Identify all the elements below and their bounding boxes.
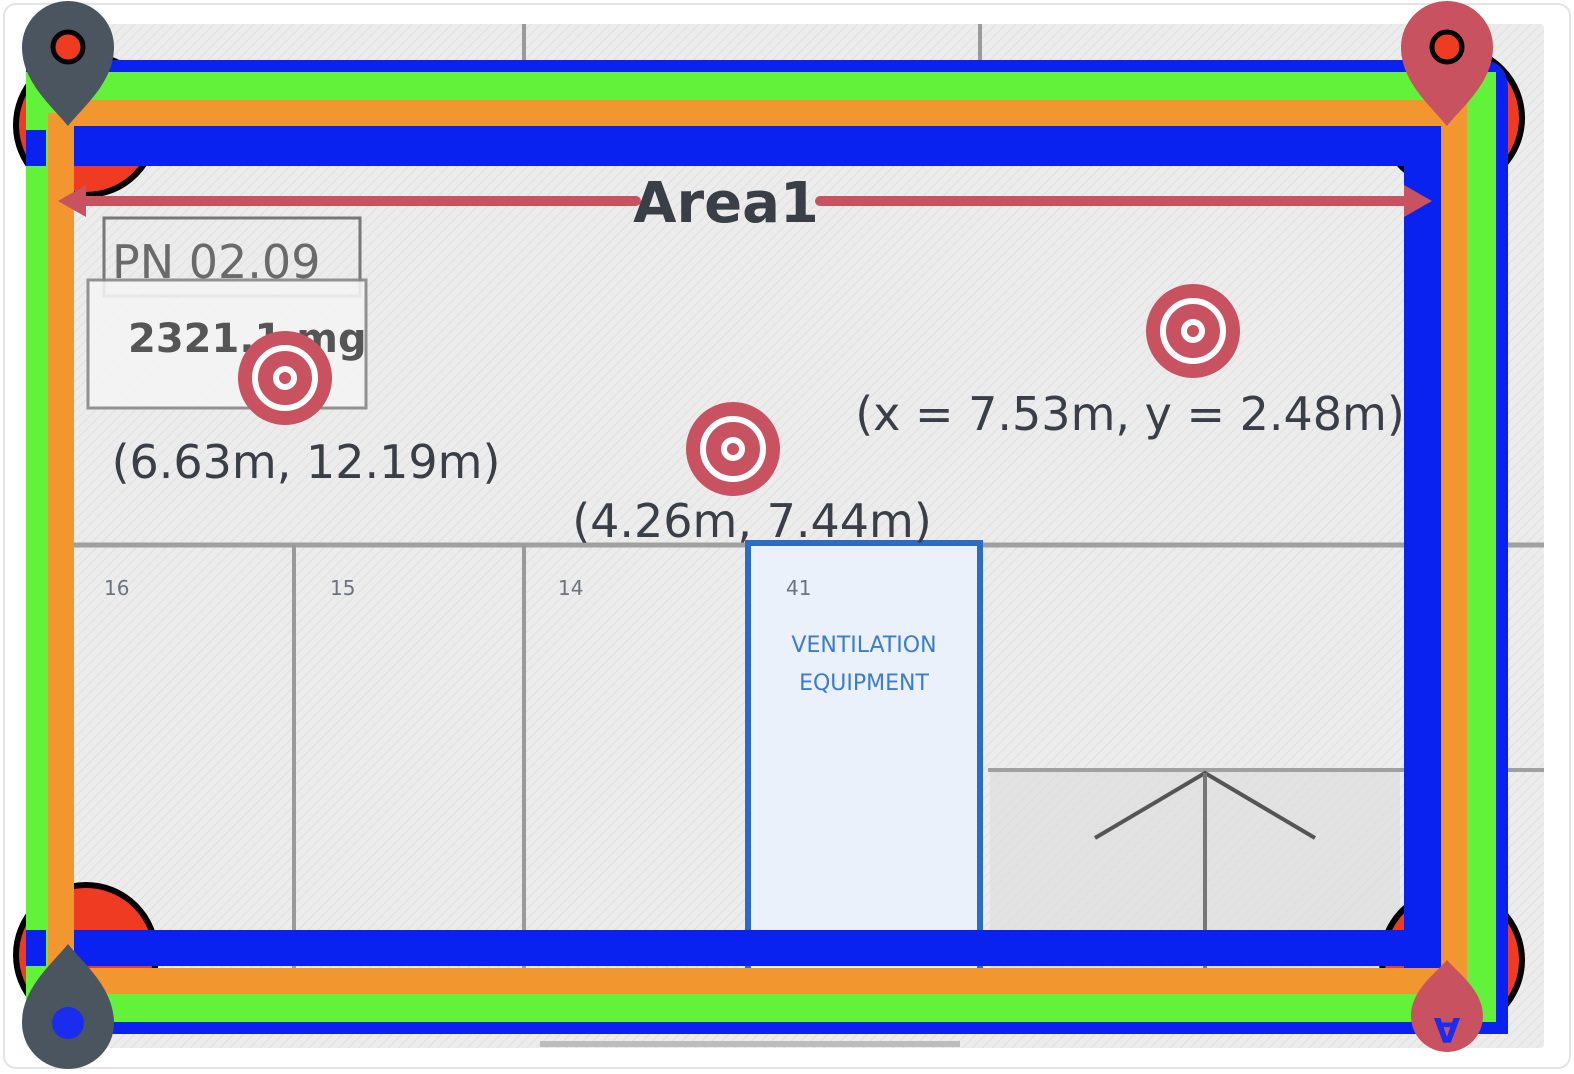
bay-label: 14 [558,576,583,600]
pin-bottom-left[interactable] [22,944,114,1069]
bay-label: 15 [330,576,355,600]
bay-label: 41 [786,576,811,600]
pin-top-left[interactable] [22,1,114,126]
area-width-dimension [58,185,1432,217]
target-icon [238,331,332,425]
target-marker-2[interactable] [686,402,780,496]
target-icon [686,402,780,496]
area-label[interactable]: Area1 [633,171,819,236]
bay-label: 16 [104,576,129,600]
arrow-right-icon [1404,185,1432,217]
target-marker-1[interactable] [238,331,332,425]
pin-top-right[interactable] [1401,1,1493,126]
target-marker-3[interactable] [1146,284,1240,378]
room-code-text: PN 02.09 [112,235,320,289]
target-icon [1146,284,1240,378]
arrow-left-icon [58,185,86,217]
map-pin-icon [1411,960,1483,1052]
target-coordinate-label: (x = 7.53m, y = 2.48m) [855,387,1405,441]
target-coordinate-label: (4.26m, 7.44m) [572,494,932,548]
target-coordinate-label: (6.63m, 12.19m) [112,435,501,489]
map-pin-icon [22,944,114,1069]
pin-glyph: A [1433,1009,1460,1049]
room-caption-line-1: VENTILATION [791,633,936,658]
pin-bottom-right[interactable]: A [1411,960,1483,1052]
room-caption-line-2: EQUIPMENT [799,671,929,696]
